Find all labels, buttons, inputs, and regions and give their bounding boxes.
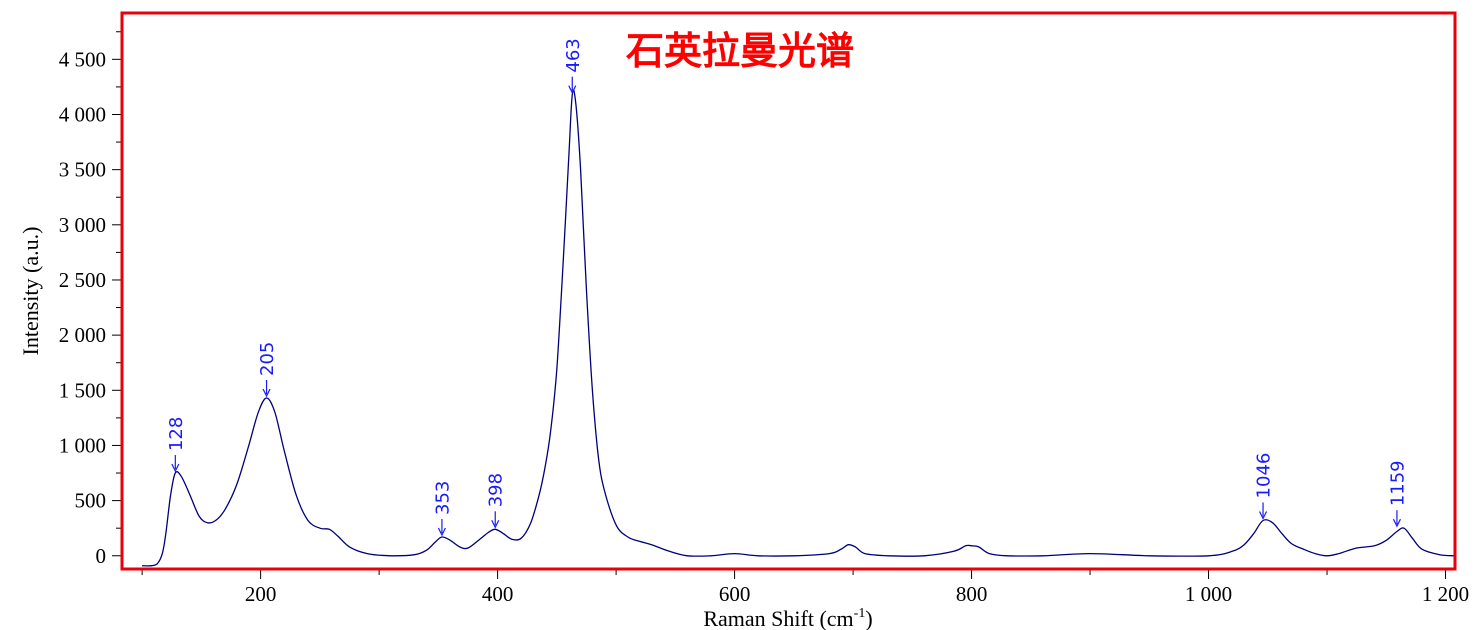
x-axis-title-main: Raman Shift (cm: [703, 606, 853, 630]
plot-frame: [120, 11, 1457, 571]
y-tick-label: 2 500: [59, 268, 106, 292]
peak-label: 1046: [1254, 453, 1275, 499]
y-tick-label: 1 000: [59, 433, 106, 457]
x-tick-label: 200: [245, 582, 277, 606]
y-tick-label: 4 500: [59, 47, 106, 71]
tick-labels: 0 500 1 000 1 500 2 000 2 500 3 000 3 500 4 000 4…: [59, 47, 1469, 606]
x-tick-label: 1 000: [1185, 582, 1232, 606]
axis-ticks: [112, 31, 1447, 579]
y-tick-label: 2 000: [59, 323, 106, 347]
peak-arrowhead: [1392, 518, 1401, 528]
peak-annotations: 128 205 353 398 463 1046 1159: [166, 38, 1408, 537]
y-tick-label: 3 500: [59, 158, 106, 182]
peak-label: 128: [166, 417, 187, 451]
x-tick-label: 600: [719, 582, 751, 606]
peak-label: 463: [563, 38, 584, 72]
peak-label: 398: [486, 473, 507, 507]
peak-arrowhead: [568, 85, 577, 94]
y-tick-label: 3 000: [59, 213, 106, 237]
y-tick-label: 4 000: [59, 102, 106, 126]
y-tick-label: 0: [96, 544, 107, 568]
chart-title: 石英拉曼光谱: [626, 28, 854, 73]
peak-label: 205: [257, 342, 278, 376]
x-axis-title-tail: ): [865, 606, 872, 630]
peak-arrowhead: [1259, 511, 1268, 520]
x-axis-title: Raman Shift (cm-1): [703, 606, 872, 630]
y-tick-label: 1 500: [59, 378, 106, 402]
x-tick-label: 400: [482, 582, 514, 606]
peak-arrowhead: [262, 388, 271, 398]
peak-label: 353: [432, 481, 453, 515]
y-tick-label: 500: [75, 489, 107, 513]
peak-arrowhead: [437, 527, 446, 537]
x-tick-label: 1 200: [1422, 582, 1469, 606]
peak-arrowhead: [171, 463, 180, 473]
spectrum-line: [142, 89, 1456, 567]
peak-label: 1159: [1387, 460, 1408, 506]
y-axis-title: Intensity (a.u.): [18, 227, 43, 356]
peak-arrowhead: [491, 520, 500, 529]
x-axis-title-sup: -1: [854, 606, 866, 621]
x-tick-label: 800: [956, 582, 988, 606]
